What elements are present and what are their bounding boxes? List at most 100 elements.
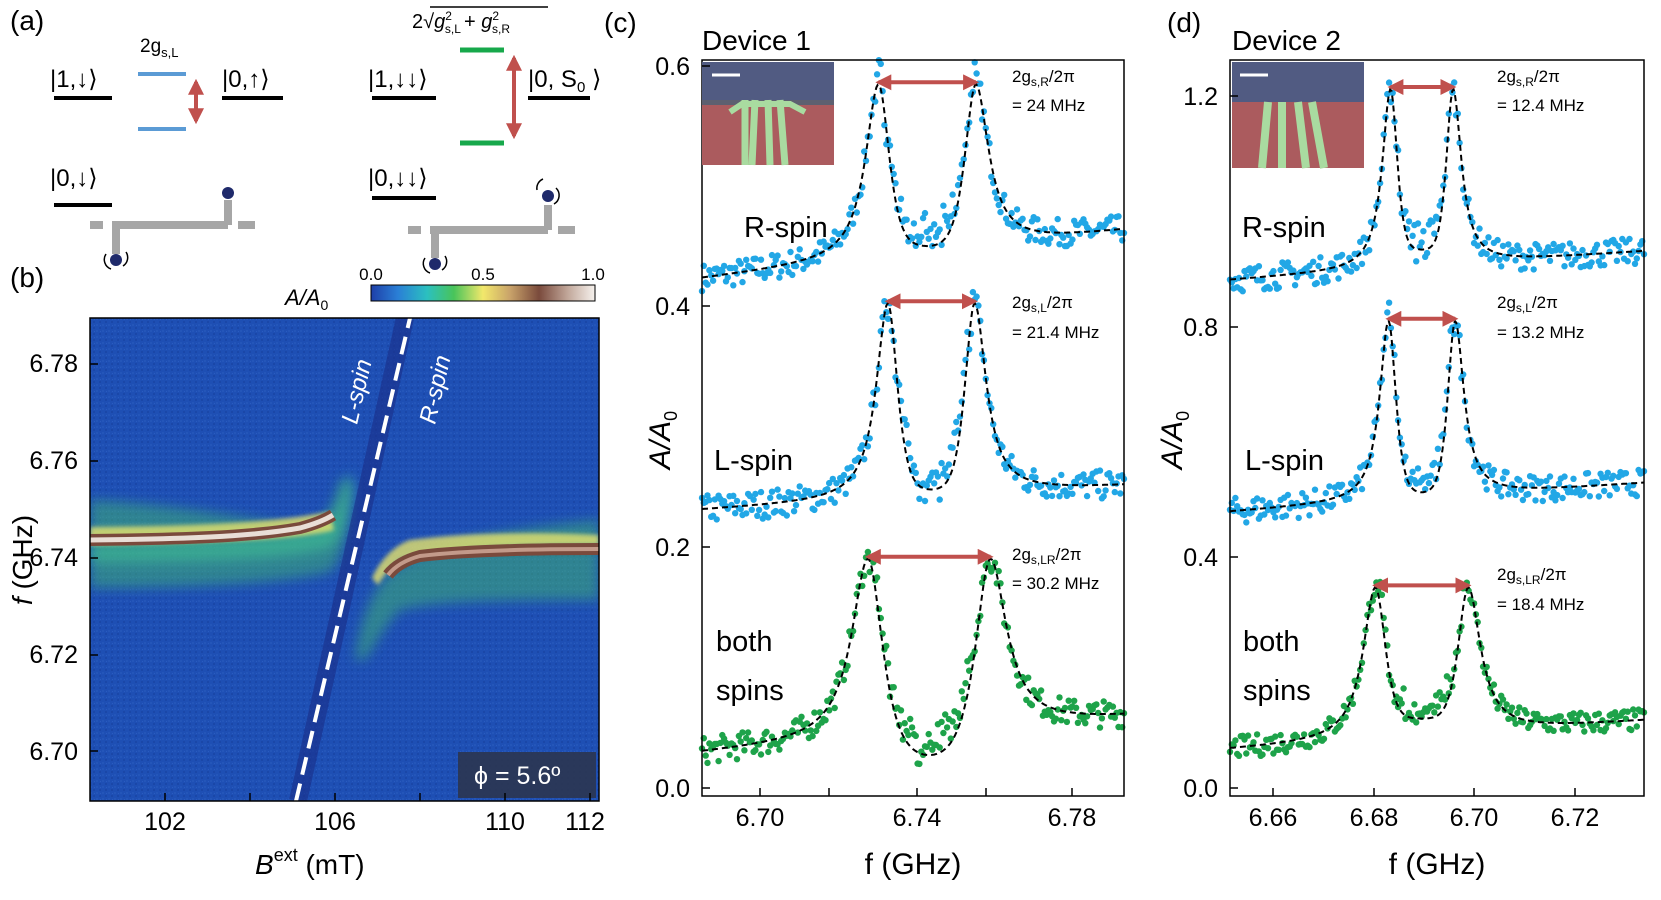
data-point (1494, 236, 1501, 244)
data-point (1400, 685, 1407, 692)
data-point (1083, 492, 1091, 500)
data-point (719, 267, 726, 275)
data-point (1413, 719, 1420, 726)
data-point (814, 258, 822, 265)
data-point (1013, 206, 1021, 213)
data-point (1319, 508, 1326, 515)
data-point (1320, 735, 1328, 742)
c-split-l-value: = 21.4 MHz (1012, 323, 1099, 342)
data-point (1100, 493, 1107, 500)
data-point (1602, 725, 1610, 732)
data-point (1584, 715, 1592, 722)
data-point (995, 567, 1002, 575)
data-point (1032, 474, 1039, 481)
data-point (1232, 494, 1239, 502)
data-point (741, 747, 748, 754)
data-point (1561, 263, 1568, 270)
data-point (859, 442, 866, 449)
c-xtick-2: 6.78 (1048, 804, 1097, 832)
data-point (1431, 230, 1438, 237)
data-point (919, 214, 927, 222)
data-point (1243, 750, 1250, 757)
data-point (826, 479, 833, 487)
data-point (1516, 704, 1523, 711)
c-xtick-1: 6.74 (893, 804, 942, 832)
panel-a: (a) |1,↓⟩ |0,↑⟩ 2gs,L |0,↓⟩ 2√g2 s,L + g2 s… (10, 5, 601, 274)
device-1-plot (698, 57, 1128, 768)
data-point (943, 473, 951, 480)
data-point (1508, 704, 1516, 711)
data-point (1293, 733, 1301, 740)
data-point (1622, 470, 1630, 477)
data-point (709, 277, 717, 284)
data-point (822, 717, 829, 724)
data-point (1008, 452, 1015, 460)
data-point (833, 678, 840, 685)
data-point (720, 262, 728, 270)
data-point (1338, 481, 1346, 488)
data-point (704, 281, 711, 288)
data-point (1503, 469, 1510, 476)
device-1-title: Device 1 (702, 25, 811, 56)
data-point (1523, 710, 1530, 717)
data-point (988, 173, 995, 180)
data-point (916, 760, 923, 768)
data-point (940, 202, 947, 209)
data-point (750, 496, 757, 503)
data-point (1519, 496, 1527, 504)
data-point (1550, 727, 1557, 734)
data-point (1512, 491, 1519, 498)
data-point (1272, 733, 1279, 740)
data-point (903, 421, 910, 428)
b-ytick-2: 6.74 (29, 544, 78, 572)
data-point (794, 490, 801, 497)
colorbar-tick-0: 0.0 (359, 265, 383, 284)
data-point (1291, 282, 1299, 289)
data-point (940, 729, 947, 737)
data-point (757, 488, 765, 496)
data-point (792, 501, 800, 509)
data-point (1026, 481, 1034, 489)
data-point (1306, 743, 1313, 751)
data-point (1431, 709, 1438, 716)
data-point (929, 746, 936, 753)
data-point (1376, 179, 1384, 187)
data-point (1391, 118, 1398, 125)
data-point (1037, 482, 1045, 489)
d-xtick-2: 6.70 (1450, 804, 1499, 832)
data-point (1058, 717, 1065, 724)
data-point (1061, 704, 1069, 712)
data-point (1579, 246, 1586, 254)
data-point (962, 680, 969, 687)
data-point (873, 71, 881, 78)
d-xlabel: f (GHz) (1389, 848, 1486, 881)
data-point (1241, 511, 1248, 519)
data-point (1521, 265, 1528, 272)
data-point (1290, 267, 1297, 274)
data-point (973, 70, 980, 77)
data-point (1266, 285, 1274, 292)
b-xlabel: Bext (mT) (255, 845, 365, 880)
data-point (809, 732, 816, 740)
data-point (1308, 272, 1315, 280)
data-point (1633, 492, 1641, 500)
data-point (1107, 475, 1115, 482)
data-point (739, 278, 746, 286)
data-point (945, 223, 953, 230)
data-point (767, 494, 774, 501)
data-point (1109, 703, 1117, 710)
data-point (1060, 234, 1067, 241)
data-point (1302, 494, 1310, 501)
data-point (1512, 720, 1519, 727)
data-point (1019, 215, 1026, 222)
data-point (1622, 715, 1630, 722)
c-trace-l-label: L-spin (714, 445, 793, 477)
data-point (755, 506, 763, 514)
data-point (990, 421, 997, 428)
data-point (923, 482, 930, 489)
data-point (1048, 492, 1056, 500)
c-ytick-0: 0.6 (655, 53, 690, 81)
data-point (1440, 431, 1447, 438)
data-point (800, 265, 807, 273)
d-ytick-1: 0.8 (1183, 314, 1218, 342)
